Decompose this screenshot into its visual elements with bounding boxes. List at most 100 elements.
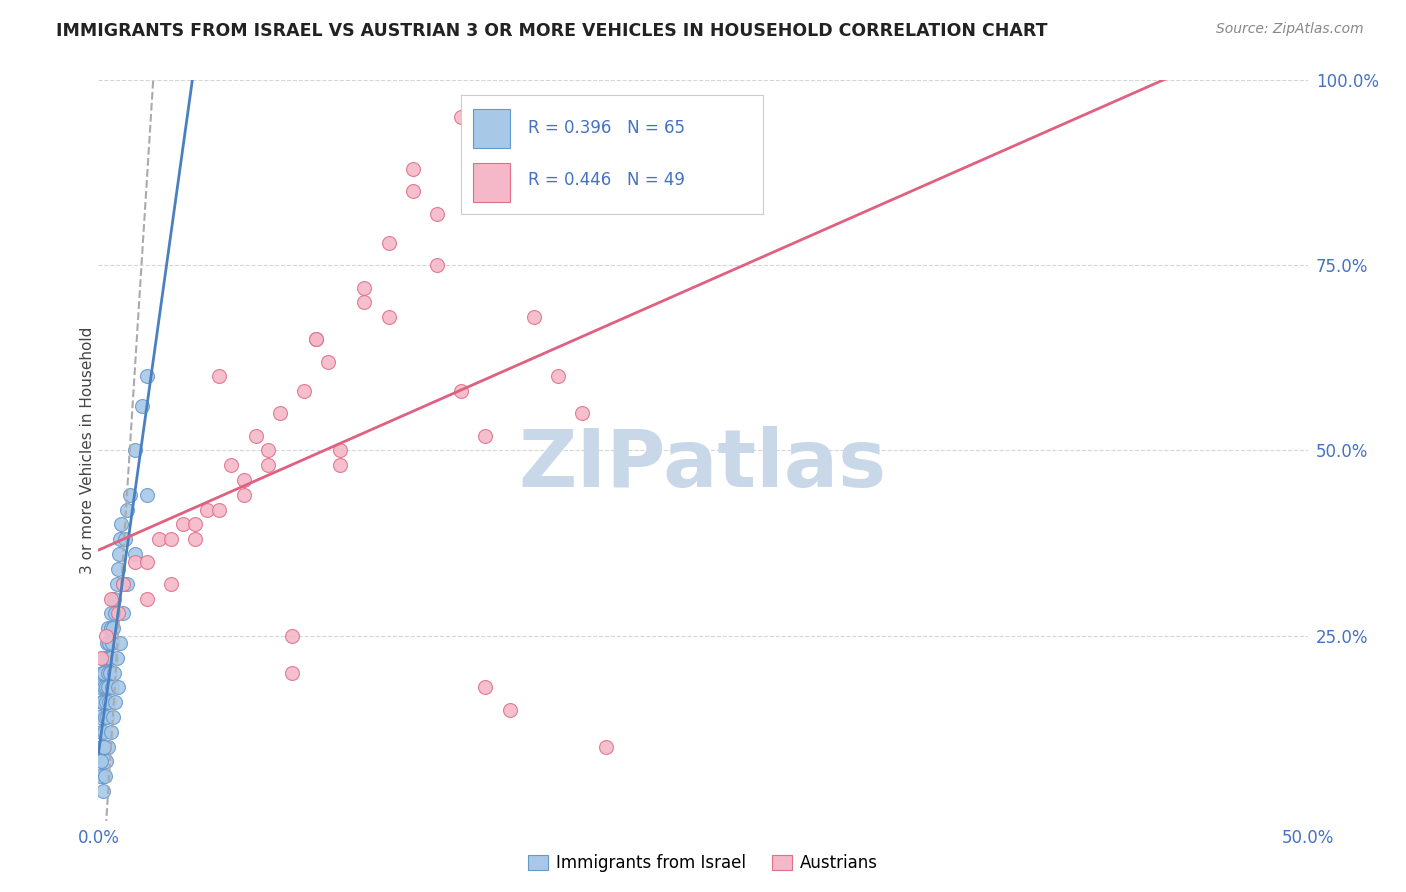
Point	[135, 369, 157, 384]
Legend: Immigrants from Israel, Austrians: Immigrants from Israel, Austrians	[522, 847, 884, 879]
Point	[184, 533, 207, 547]
Point	[426, 259, 449, 273]
Point	[292, 384, 315, 399]
Point	[96, 636, 118, 650]
Point	[90, 755, 112, 769]
Point	[90, 724, 112, 739]
Point	[124, 443, 146, 458]
Point	[160, 533, 183, 547]
Point	[474, 428, 496, 442]
Point	[100, 636, 122, 650]
Point	[101, 710, 124, 724]
Point	[232, 488, 254, 502]
Point	[89, 710, 111, 724]
Point	[91, 784, 114, 798]
Point	[208, 502, 231, 516]
Point	[281, 665, 304, 680]
Point	[402, 162, 425, 177]
Point	[100, 724, 122, 739]
Point	[329, 443, 352, 458]
Point	[547, 369, 569, 384]
Point	[135, 591, 157, 606]
Point	[103, 665, 125, 680]
Point	[208, 369, 231, 384]
Point	[256, 443, 278, 458]
Point	[93, 724, 115, 739]
Point	[523, 310, 546, 325]
Point	[93, 665, 115, 680]
Point	[97, 621, 120, 635]
Point	[90, 650, 112, 665]
Point	[98, 636, 121, 650]
Point	[101, 621, 124, 635]
Point	[104, 695, 127, 709]
Point	[100, 681, 122, 695]
Point	[402, 184, 425, 198]
Point	[305, 333, 328, 347]
Point	[96, 710, 118, 724]
Point	[184, 517, 207, 532]
Point	[98, 695, 121, 709]
Point	[571, 407, 593, 421]
Point	[94, 755, 117, 769]
Point	[98, 665, 121, 680]
Point	[124, 555, 146, 569]
Point	[105, 650, 128, 665]
Point	[94, 710, 117, 724]
Point	[108, 533, 131, 547]
Point	[100, 650, 122, 665]
Point	[377, 310, 399, 325]
Point	[108, 547, 131, 561]
Point	[89, 681, 111, 695]
Point	[91, 739, 114, 754]
Point	[269, 407, 291, 421]
Point	[281, 628, 304, 642]
Point	[118, 488, 141, 502]
Point	[94, 695, 117, 709]
Point	[111, 607, 134, 621]
Point	[195, 502, 218, 516]
Point	[91, 739, 114, 754]
Point	[245, 428, 267, 442]
Point	[329, 458, 352, 473]
Point	[93, 739, 115, 754]
Point	[111, 576, 134, 591]
Point	[104, 607, 127, 621]
Point	[93, 681, 115, 695]
Point	[498, 703, 520, 717]
Y-axis label: 3 or more Vehicles in Household: 3 or more Vehicles in Household	[80, 326, 94, 574]
Point	[90, 755, 112, 769]
Point	[100, 607, 122, 621]
Point	[100, 621, 122, 635]
Point	[135, 488, 157, 502]
Point	[105, 576, 128, 591]
Point	[316, 354, 339, 368]
Point	[426, 206, 449, 220]
Point	[117, 502, 139, 516]
Point	[474, 681, 496, 695]
Point	[124, 547, 146, 561]
Point	[450, 384, 472, 399]
Text: IMMIGRANTS FROM ISRAEL VS AUSTRIAN 3 OR MORE VEHICLES IN HOUSEHOLD CORRELATION C: IMMIGRANTS FROM ISRAEL VS AUSTRIAN 3 OR …	[56, 22, 1047, 40]
Point	[107, 681, 129, 695]
Point	[96, 681, 118, 695]
Point	[97, 681, 120, 695]
Point	[89, 769, 111, 783]
Point	[131, 399, 153, 413]
Point	[108, 636, 131, 650]
Point	[135, 555, 157, 569]
Point	[232, 473, 254, 487]
Point	[103, 591, 125, 606]
Point	[450, 111, 472, 125]
Point	[353, 280, 375, 294]
Point	[94, 650, 117, 665]
Point	[256, 458, 278, 473]
Point	[107, 562, 129, 576]
Point	[94, 769, 117, 783]
Point	[97, 650, 120, 665]
Point	[114, 533, 136, 547]
Point	[117, 576, 139, 591]
Point	[305, 333, 328, 347]
Point	[91, 665, 114, 680]
Text: ZIPatlas: ZIPatlas	[519, 426, 887, 504]
